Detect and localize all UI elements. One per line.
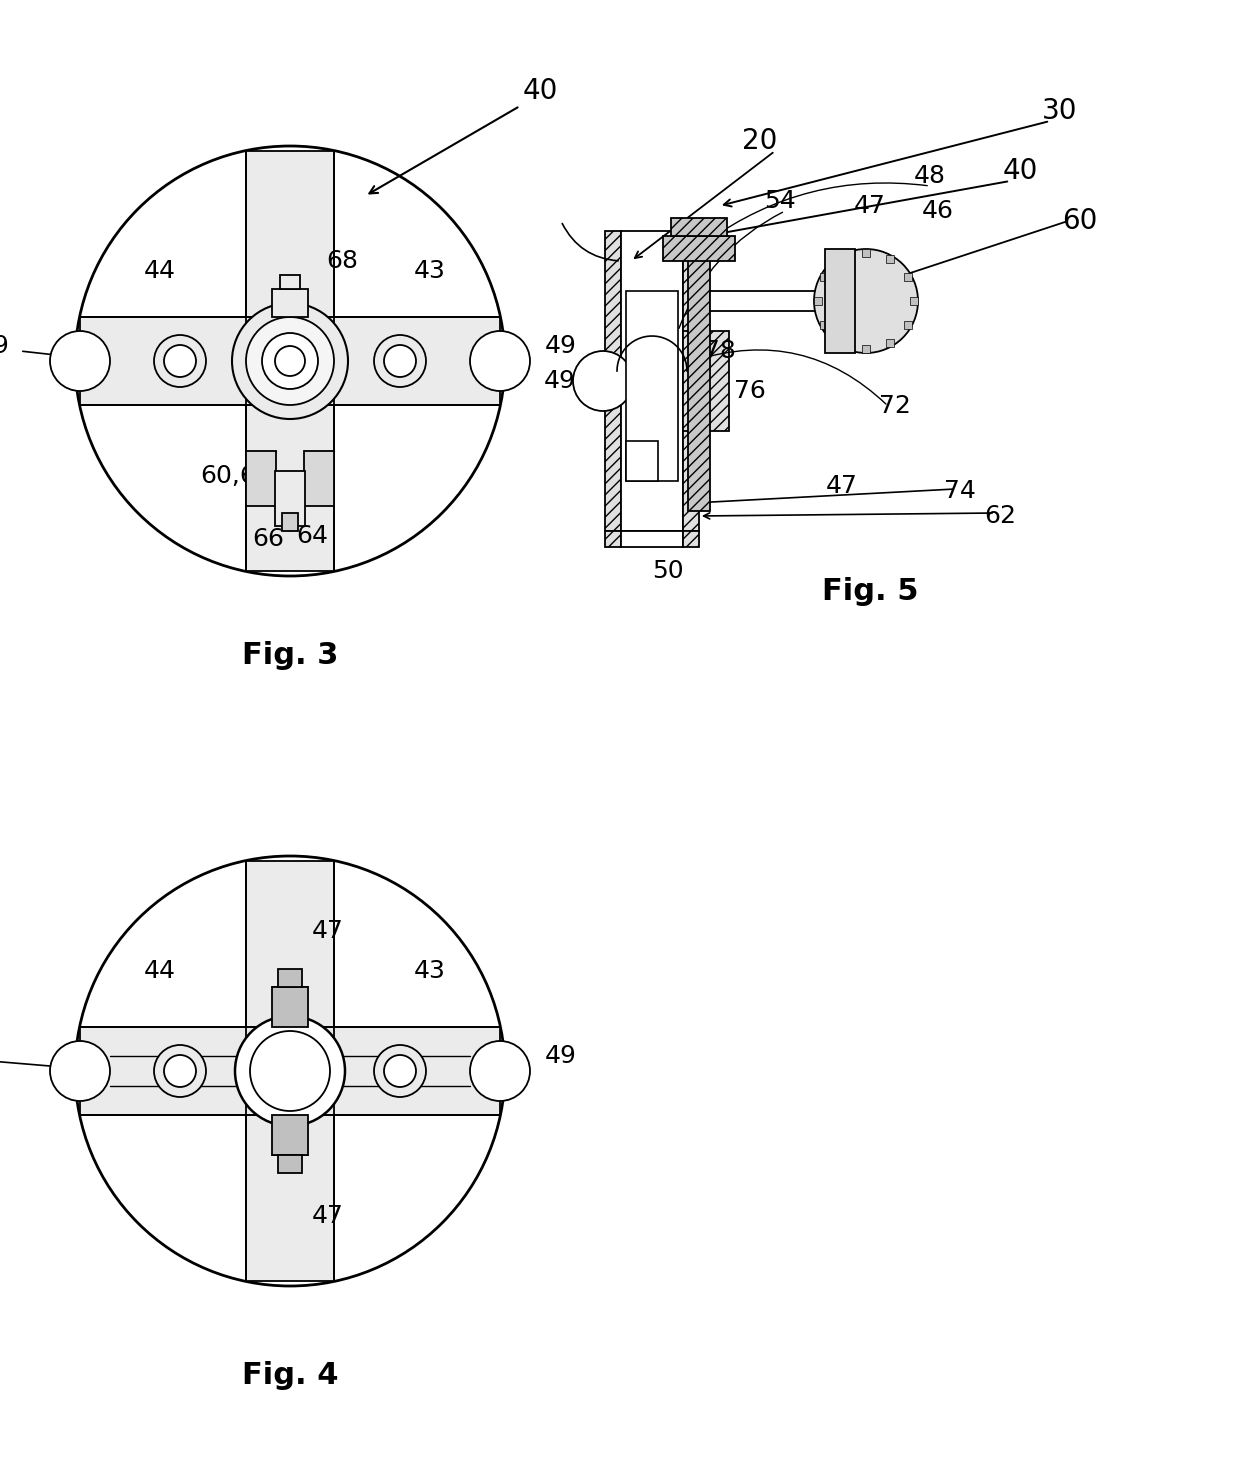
Text: 47: 47 bbox=[312, 1204, 343, 1229]
Circle shape bbox=[236, 1015, 345, 1126]
Bar bbox=[838, 256, 846, 263]
Circle shape bbox=[164, 1055, 196, 1087]
Text: 48: 48 bbox=[914, 164, 946, 188]
Text: Fig. 3: Fig. 3 bbox=[242, 641, 339, 671]
Bar bbox=[683, 530, 699, 546]
Circle shape bbox=[573, 351, 632, 411]
Text: 60: 60 bbox=[1063, 207, 1097, 235]
Circle shape bbox=[164, 345, 196, 377]
Bar bbox=[838, 339, 846, 346]
Bar bbox=[683, 231, 699, 530]
Circle shape bbox=[50, 1042, 110, 1102]
Bar bbox=[278, 969, 303, 988]
Circle shape bbox=[232, 302, 348, 419]
Bar bbox=[278, 1156, 303, 1173]
Bar bbox=[887, 339, 894, 346]
Text: 64: 64 bbox=[296, 524, 329, 548]
Bar bbox=[671, 218, 727, 237]
Text: 46: 46 bbox=[274, 1059, 306, 1083]
Circle shape bbox=[384, 1055, 415, 1087]
Text: 60,62: 60,62 bbox=[200, 465, 272, 488]
Circle shape bbox=[470, 332, 529, 392]
Text: 40: 40 bbox=[1002, 156, 1038, 186]
Bar bbox=[813, 297, 822, 305]
Bar bbox=[304, 451, 334, 506]
Bar bbox=[280, 275, 300, 289]
Bar bbox=[626, 441, 658, 481]
Text: 44: 44 bbox=[144, 958, 176, 983]
Circle shape bbox=[154, 335, 206, 387]
Text: 47: 47 bbox=[854, 194, 885, 218]
Bar bbox=[887, 256, 894, 263]
Text: 43: 43 bbox=[414, 958, 446, 983]
Circle shape bbox=[262, 333, 317, 389]
Bar bbox=[246, 150, 334, 571]
Bar bbox=[862, 248, 870, 257]
Circle shape bbox=[74, 146, 505, 576]
Text: 66: 66 bbox=[252, 527, 284, 551]
Bar bbox=[272, 988, 308, 1027]
Text: 74: 74 bbox=[944, 479, 976, 503]
Text: 30: 30 bbox=[1043, 96, 1078, 126]
Text: 68: 68 bbox=[326, 248, 358, 273]
Bar bbox=[904, 273, 911, 281]
Text: 62: 62 bbox=[985, 504, 1016, 527]
Circle shape bbox=[813, 248, 918, 354]
Circle shape bbox=[246, 317, 334, 405]
Text: 49: 49 bbox=[0, 335, 10, 358]
Bar bbox=[621, 231, 683, 530]
Bar bbox=[821, 321, 828, 329]
Bar bbox=[272, 289, 308, 317]
Text: 20: 20 bbox=[743, 127, 777, 155]
Text: 40: 40 bbox=[522, 77, 558, 105]
Bar bbox=[904, 321, 911, 329]
Text: 44: 44 bbox=[144, 259, 176, 283]
Bar bbox=[275, 470, 305, 526]
Circle shape bbox=[250, 1031, 330, 1110]
Text: 72: 72 bbox=[879, 394, 911, 418]
Bar bbox=[605, 231, 621, 530]
Bar bbox=[910, 297, 918, 305]
Text: 76: 76 bbox=[734, 378, 766, 403]
Bar bbox=[246, 451, 277, 506]
Text: 49: 49 bbox=[546, 1045, 577, 1068]
Circle shape bbox=[470, 1042, 529, 1102]
Circle shape bbox=[50, 332, 110, 392]
Bar bbox=[825, 248, 856, 354]
Text: 47: 47 bbox=[312, 919, 343, 942]
Bar bbox=[663, 237, 735, 262]
Text: Fig. 5: Fig. 5 bbox=[822, 577, 919, 605]
Text: 46: 46 bbox=[923, 199, 954, 224]
Bar bbox=[683, 332, 729, 431]
Text: 49: 49 bbox=[546, 335, 577, 358]
Circle shape bbox=[275, 346, 305, 375]
Text: 47: 47 bbox=[826, 473, 858, 498]
Bar bbox=[81, 317, 500, 405]
Bar bbox=[272, 1115, 308, 1156]
Bar bbox=[605, 530, 621, 546]
Text: 78: 78 bbox=[704, 339, 735, 362]
Bar bbox=[281, 513, 298, 530]
Bar bbox=[821, 273, 828, 281]
Bar bbox=[81, 1027, 500, 1115]
Circle shape bbox=[154, 1045, 206, 1097]
Bar bbox=[711, 291, 839, 311]
Text: Fig. 4: Fig. 4 bbox=[242, 1362, 339, 1391]
Text: 54: 54 bbox=[764, 188, 796, 213]
Text: 43: 43 bbox=[414, 259, 446, 283]
Bar bbox=[246, 861, 334, 1281]
Circle shape bbox=[74, 856, 505, 1286]
Bar bbox=[688, 251, 711, 511]
Bar bbox=[621, 530, 683, 546]
Bar bbox=[862, 345, 870, 354]
Text: 50: 50 bbox=[652, 560, 683, 583]
Circle shape bbox=[374, 335, 427, 387]
Circle shape bbox=[374, 1045, 427, 1097]
Bar bbox=[626, 291, 678, 481]
Text: 49: 49 bbox=[544, 370, 577, 393]
Circle shape bbox=[384, 345, 415, 377]
